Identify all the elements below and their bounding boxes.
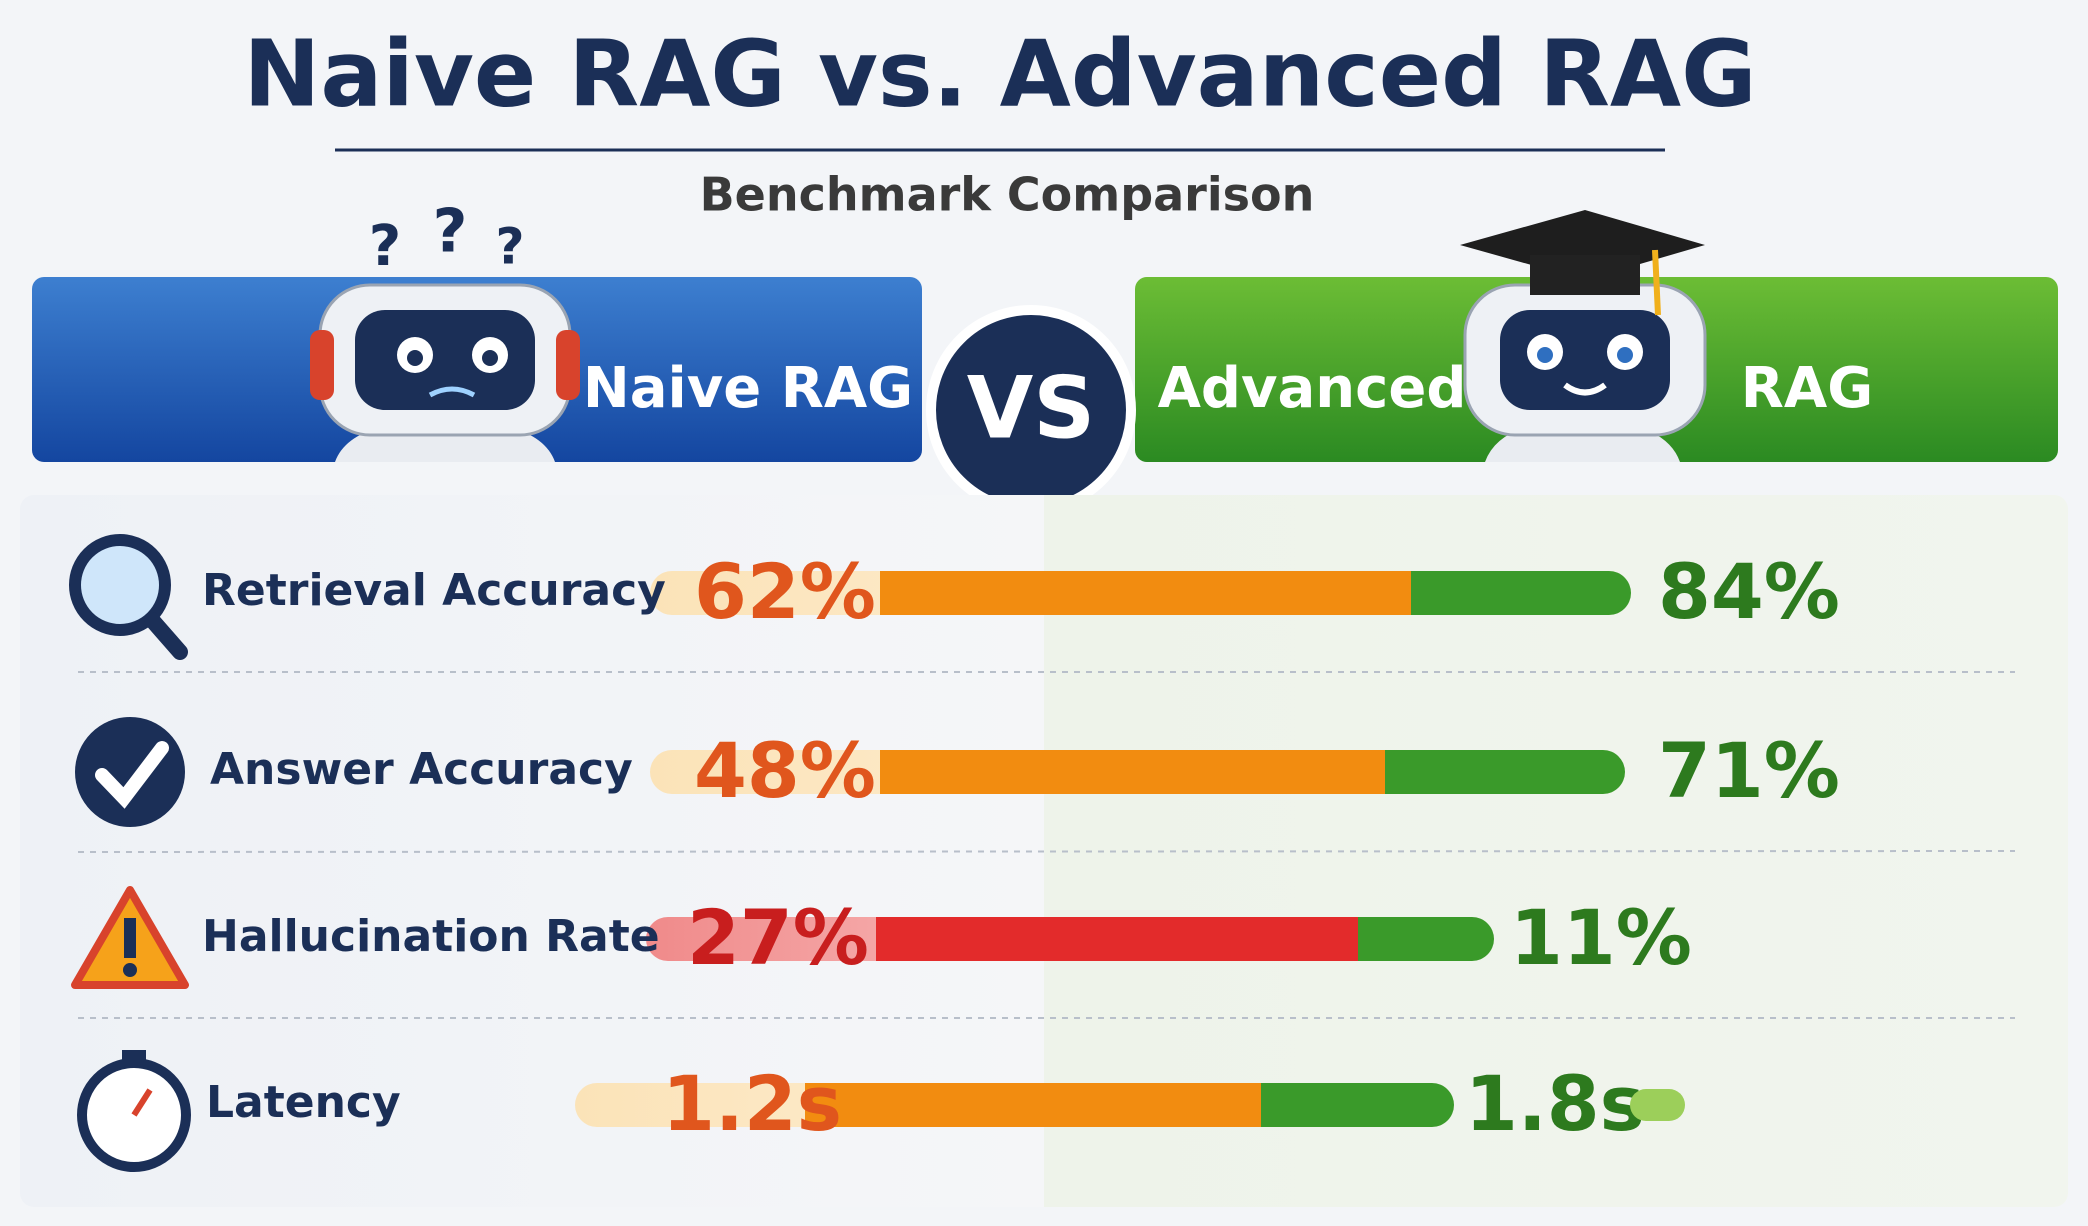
advanced-robot (1460, 210, 1707, 462)
naive-bar (805, 1083, 1261, 1127)
naive-bar (880, 571, 1411, 615)
advanced-value: 84% (1658, 547, 1840, 636)
warning-icon (71, 886, 189, 989)
naive-value: 62% (694, 547, 876, 636)
metric-name: Answer Accuracy (210, 744, 633, 795)
advanced-bar-join (1261, 1083, 1291, 1127)
metric-name: Latency (206, 1077, 401, 1128)
latency-tail (1630, 1089, 1685, 1121)
title: Naive RAG vs. Advanced RAG (243, 20, 1756, 127)
check-icon (75, 717, 185, 827)
svg-text:?: ? (433, 197, 468, 267)
vs-text: VS (967, 358, 1096, 458)
advanced-label-part: Advanced (1158, 356, 1467, 421)
naive-value: 27% (687, 893, 869, 982)
advanced-bar (1261, 1083, 1454, 1127)
advanced-value: 71% (1658, 726, 1840, 815)
advanced-bar (1358, 917, 1494, 961)
naive-bar (876, 917, 1358, 961)
advanced-bar-join (1385, 750, 1415, 794)
subtitle: Benchmark Comparison (700, 168, 1315, 222)
naive-value: 48% (694, 726, 876, 815)
metric-name: Hallucination Rate (202, 911, 660, 962)
naive-value: 1.2s (662, 1059, 842, 1148)
naive-bar (880, 750, 1385, 794)
svg-text:?: ? (369, 214, 401, 279)
advanced-bar (1385, 750, 1625, 794)
metric-name: Retrieval Accuracy (202, 565, 666, 616)
advanced-bar-join (1358, 917, 1388, 961)
stopwatch-icon (77, 1050, 191, 1172)
advanced-bar-join (1411, 571, 1441, 615)
naive-robot: ? ? ? (310, 197, 580, 462)
advanced-value: 1.8s (1465, 1059, 1645, 1148)
advanced-value: 11% (1510, 893, 1692, 982)
advanced-bar (1411, 571, 1631, 615)
advanced-label-part: RAG (1741, 356, 1873, 421)
svg-text:?: ? (495, 218, 524, 276)
search-icon (69, 534, 188, 660)
naive-label: Naive RAG (583, 356, 913, 421)
